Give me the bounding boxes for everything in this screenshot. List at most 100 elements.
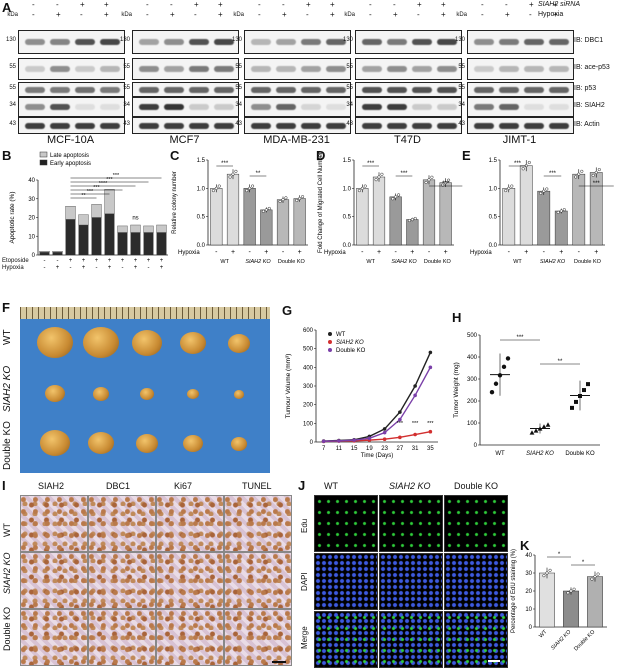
blot-strip	[355, 82, 462, 97]
lane-sirna-sign: -	[258, 0, 261, 9]
data-point	[545, 422, 551, 427]
replicate-point	[360, 186, 364, 190]
protein-band	[25, 122, 45, 129]
replicate-point	[559, 209, 563, 213]
bar	[406, 219, 419, 246]
blot-strip	[132, 58, 239, 80]
etoposide-sign: +	[147, 258, 151, 264]
significance-stars: ***	[93, 185, 100, 191]
bar	[293, 198, 306, 246]
blot-strip	[467, 97, 574, 117]
fluorescence-image	[379, 553, 443, 610]
blot-strip	[467, 117, 574, 134]
hypoxia-sign: +	[594, 249, 598, 256]
replicate-point	[590, 577, 594, 581]
replicate-point	[569, 589, 573, 593]
panel-label-h: H	[452, 310, 462, 325]
tumor	[140, 388, 154, 400]
protein-band	[387, 86, 407, 93]
group-label: Double KO	[574, 259, 602, 265]
lane-sirna-sign: +	[218, 0, 223, 9]
protein-band	[387, 122, 407, 129]
legend-marker	[328, 332, 332, 336]
series-point	[413, 432, 417, 437]
migration-bar-chart: 0.0 0.5 1.0 1.5 Fold Change of Migrated Cell…	[318, 152, 463, 265]
ihc-image	[88, 552, 156, 609]
replicate-point	[397, 193, 401, 197]
replicate-point	[596, 572, 600, 576]
series-point	[398, 417, 402, 422]
significance-stars: *	[582, 560, 585, 566]
lane-hypoxia-sign: -	[529, 10, 532, 19]
fluor-column-label: Double KO	[454, 481, 499, 491]
replicate-point	[504, 189, 508, 193]
protein-band	[301, 66, 321, 72]
kda-marker: 55	[9, 64, 16, 70]
group-label: Double KO	[573, 629, 597, 653]
bar	[563, 590, 579, 628]
blot-strip	[132, 30, 239, 54]
protein-band	[362, 122, 382, 129]
protein-band	[25, 66, 45, 72]
tumor	[183, 435, 203, 452]
replicate-point	[374, 178, 378, 182]
hypoxia-sign: -	[96, 265, 98, 270]
x-tick-label: 7	[322, 446, 326, 452]
bar	[537, 190, 551, 246]
scale-bar	[272, 661, 286, 663]
replicate-point	[413, 216, 417, 221]
replicate-point	[580, 169, 584, 173]
legend-early: Early apoptosis	[50, 161, 91, 167]
replicate-point	[556, 210, 560, 214]
tumor-row-siah2: SIAH2 KO	[2, 365, 13, 412]
replicate-point	[363, 184, 367, 188]
protein-band	[164, 122, 184, 129]
significance-stars: **	[558, 359, 563, 365]
protein-band	[549, 122, 569, 129]
hypoxia-sign: +	[264, 249, 268, 256]
bar-early	[78, 225, 89, 255]
bar-early	[156, 232, 167, 255]
bar-early	[91, 217, 102, 255]
x-tick-label: 27	[397, 446, 404, 452]
hypoxia-row-label: Hypoxia	[324, 250, 346, 256]
hypoxia-row-label-b: Hypoxia	[2, 265, 24, 271]
panel-label-a: A	[2, 0, 12, 15]
hypoxia-row-label: Hypoxia	[178, 250, 200, 256]
protein-band	[75, 39, 95, 45]
lane-hypoxia-sign: -	[80, 10, 83, 19]
legend-marker	[328, 348, 332, 352]
protein-band	[100, 86, 120, 93]
replicate-point	[527, 160, 531, 165]
protein-band	[139, 86, 159, 93]
bar	[554, 210, 568, 246]
y-tick-label: 300	[303, 384, 314, 390]
replicate-point	[394, 195, 398, 199]
group-label: SIAH2 KO	[245, 259, 271, 265]
y-tick-label: 1.5	[489, 158, 498, 164]
protein-band	[50, 66, 70, 72]
significance-stars: ****	[99, 181, 108, 187]
kda-marker: 43	[9, 120, 16, 127]
group-label: WT	[220, 259, 229, 265]
protein-band	[362, 39, 382, 45]
etoposide-sign: +	[69, 258, 73, 264]
lane-hypoxia-sign: -	[258, 10, 261, 19]
legend-marker	[328, 340, 332, 344]
bar-early	[65, 219, 76, 255]
group-label: Double KO	[424, 259, 452, 265]
bar-late	[39, 251, 50, 253]
replicate-point	[217, 184, 221, 188]
blot-strip	[244, 30, 351, 54]
lane-sirna-sign: -	[146, 0, 149, 9]
etoposide-sign: +	[160, 258, 164, 264]
ihc-image	[156, 495, 224, 552]
kda-marker: 55	[235, 64, 242, 70]
y-axis-label: Fold Change of Migrated Cell Number	[318, 152, 324, 253]
protein-band	[164, 86, 184, 93]
group-label: SIAH2 KO	[391, 259, 417, 265]
kda-marker: 34	[346, 102, 353, 108]
kda-marker: 55	[458, 64, 465, 70]
data-point	[493, 381, 499, 386]
lane-sirna-sign: +	[306, 0, 311, 9]
